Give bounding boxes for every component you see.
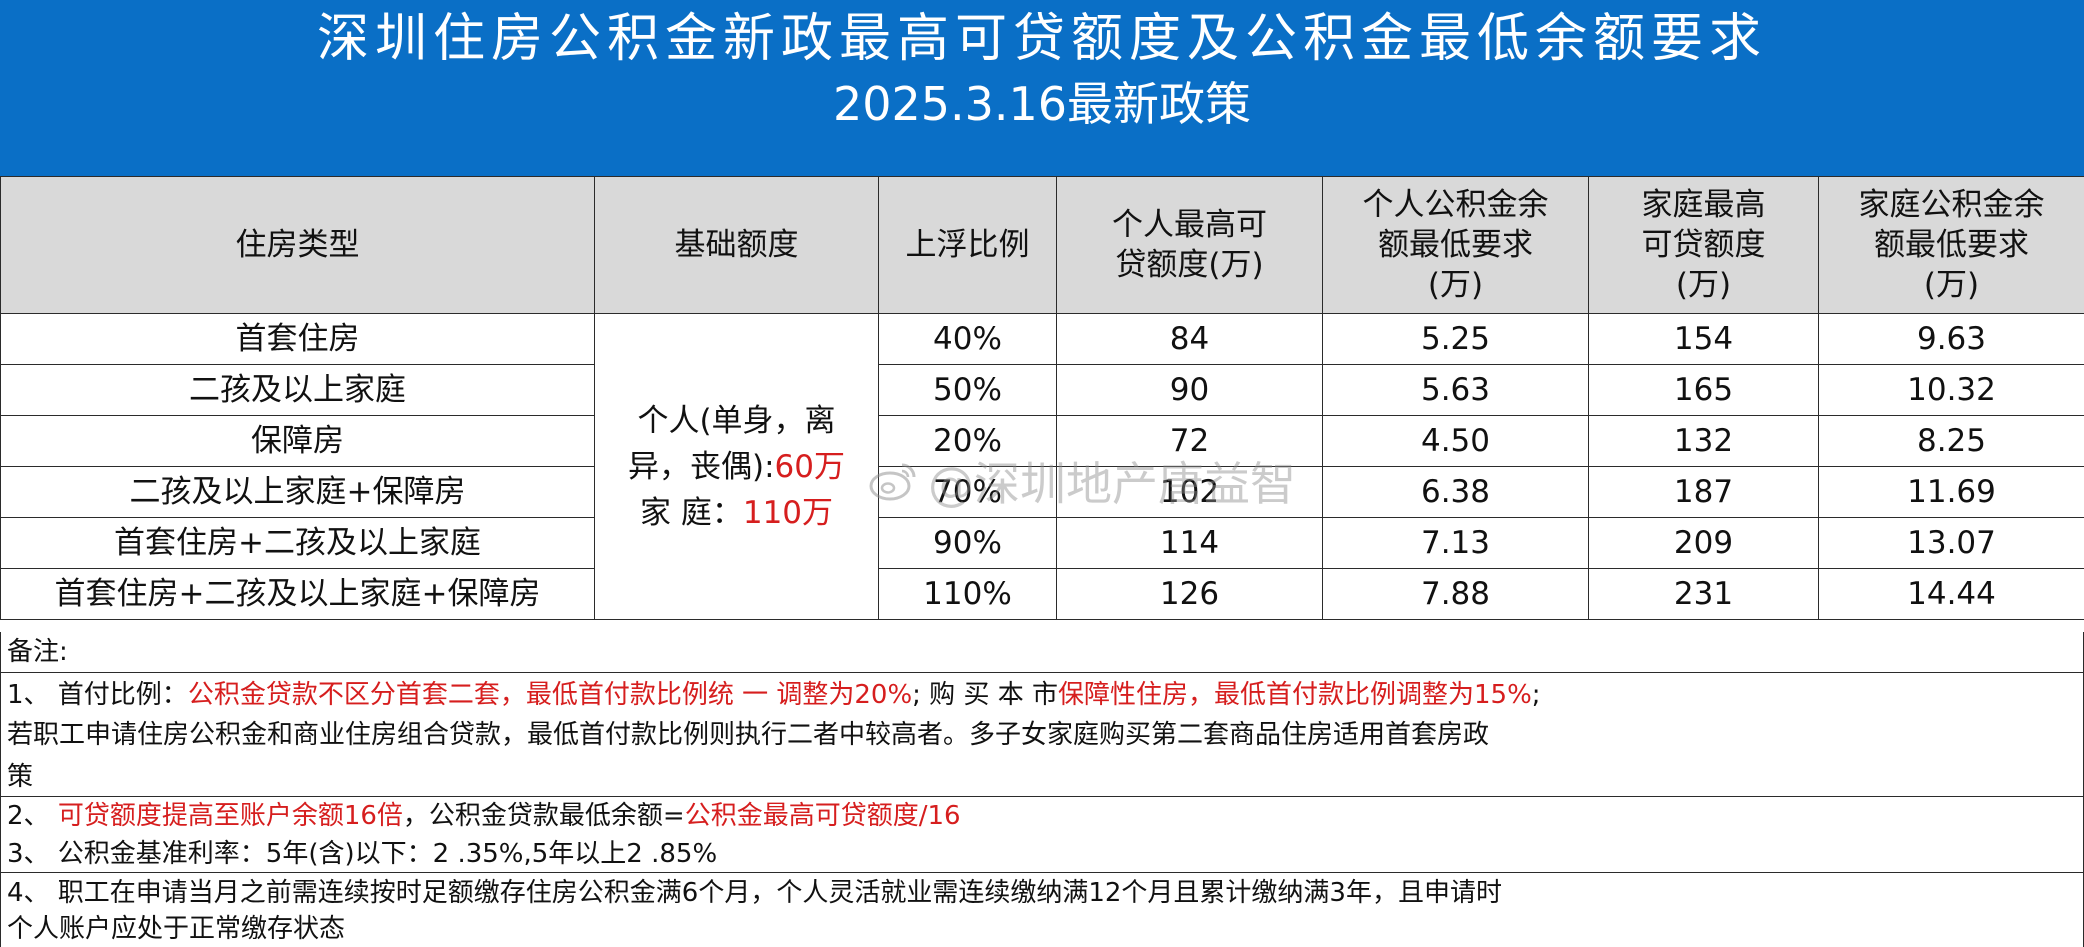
col-header-personal-max: 个人最高可贷额度(万) (1056, 176, 1323, 314)
cell-family-max: 209 (1588, 517, 1819, 569)
notes-divider (1, 872, 2083, 873)
cell-ratio: 40% (878, 313, 1057, 365)
notes-divider (1, 672, 2083, 673)
notes-section: 备注: 1、 首付比例：公积金贷款不区分首套二套，最低首付款比例统 一 调整为2… (0, 632, 2084, 947)
page-title: 深圳住房公积金新政最高可贷额度及公积金最低余额要求 (316, 9, 1767, 69)
col-header-family-max: 家庭最高可贷额度(万) (1588, 176, 1819, 314)
note-1-line-1: 1、 首付比例：公积金贷款不区分首套二套，最低首付款比例统 一 调整为20%; … (7, 680, 1541, 710)
cell-family-max: 165 (1588, 364, 1819, 416)
cell-family-min: 13.07 (1818, 517, 2084, 569)
table-header-row: 住房类型 基础额度 上浮比例 个人最高可贷额度(万) 个人公积金余额最低要求(万… (0, 176, 2084, 314)
cell-family-min: 14.44 (1818, 568, 2084, 620)
cell-ratio: 110% (878, 568, 1057, 620)
cell-housing-type: 首套住房+二孩及以上家庭 (0, 517, 595, 569)
cell-personal-min: 4.50 (1322, 415, 1589, 467)
cell-housing-type: 首套住房+二孩及以上家庭+保障房 (0, 568, 595, 620)
base-individual-value: 60万 (774, 448, 845, 485)
table-row: 首套住房+二孩及以上家庭+保障房 110% 126 7.88 231 14.44 (0, 568, 2084, 620)
base-individual-label: 个人(单身，离异，丧偶): (628, 402, 836, 485)
cell-housing-type: 二孩及以上家庭+保障房 (0, 466, 595, 518)
note-3: 3、 公积金基准利率：5年(含)以下：2 .35%,5年以上2 .85% (7, 839, 718, 869)
table-row: 首套住房 个人(单身，离异，丧偶):60万 家 庭：110万 40% 84 5.… (0, 313, 2084, 620)
note-1-line-3: 策 (7, 762, 34, 792)
cell-ratio: 90% (878, 517, 1057, 569)
table-row: 二孩及以上家庭 50% 90 5.63 165 10.32 (0, 364, 2084, 416)
cell-family-min: 8.25 (1818, 415, 2084, 467)
cell-personal-min: 5.63 (1322, 364, 1589, 416)
col-header-personal-min: 个人公积金余额最低要求(万) (1322, 176, 1589, 314)
cell-personal-min: 7.88 (1322, 568, 1589, 620)
base-family-value: 110万 (742, 494, 834, 531)
col-header-family-min: 家庭公积金余额最低要求(万) (1818, 176, 2084, 314)
cell-housing-type: 首套住房 (0, 313, 595, 365)
cell-family-min: 11.69 (1818, 466, 2084, 518)
cell-personal-min: 7.13 (1322, 517, 1589, 569)
cell-family-max: 154 (1588, 313, 1819, 365)
cell-personal-max: 90 (1056, 364, 1323, 416)
cell-family-min: 9.63 (1818, 313, 2084, 365)
cell-personal-max: 102 (1056, 466, 1323, 518)
cell-housing-type: 二孩及以上家庭 (0, 364, 595, 416)
weibo-icon (869, 463, 916, 501)
note-2: 2、 可贷额度提高至账户余额16倍，公积金贷款最低余额=公积金最高可贷额度/16 (7, 801, 961, 831)
table-row: 二孩及以上家庭+保障房 70% 102 6.38 187 11.69 (0, 466, 2084, 518)
note-1-line-2: 若职工申请住房公积金和商业住房组合贷款，最低首付款比例则执行二者中较高者。多子女… (7, 720, 1490, 750)
table-row: 首套住房+二孩及以上家庭 90% 114 7.13 209 13.07 (0, 517, 2084, 569)
col-header-base-amount: 基础额度 (594, 176, 879, 314)
cell-family-min: 10.32 (1818, 364, 2084, 416)
cell-personal-min: 6.38 (1322, 466, 1589, 518)
loan-table: 住房类型 基础额度 上浮比例 个人最高可贷额度(万) 个人公积金余额最低要求(万… (0, 176, 2084, 620)
table-row: 保障房 20% 72 4.50 132 8.25 (0, 415, 2084, 467)
cell-personal-max: 114 (1056, 517, 1323, 569)
cell-family-max: 187 (1588, 466, 1819, 518)
note-4-line-2: 个人账户应处于正常缴存状态 (7, 914, 346, 944)
cell-ratio: 50% (878, 364, 1057, 416)
cell-family-max: 231 (1588, 568, 1819, 620)
title-banner: 深圳住房公积金新政最高可贷额度及公积金最低余额要求 2025.3.16最新政策 (0, 0, 2084, 176)
base-family-label: 家 庭： (639, 494, 743, 531)
watermark-text: @深圳地产唐益智 (928, 457, 1296, 511)
col-header-housing-type: 住房类型 (0, 176, 595, 314)
notes-label: 备注: (7, 637, 68, 667)
note-4-line-1: 4、 职工在申请当月之前需连续按时足额缴存住房公积金满6个月，个人灵活就业需连续… (7, 878, 1502, 908)
page-subtitle: 2025.3.16最新政策 (832, 77, 1252, 131)
col-header-float-ratio: 上浮比例 (878, 176, 1057, 314)
cell-housing-type: 保障房 (0, 415, 595, 467)
watermark: @深圳地产唐益智 (868, 448, 1296, 514)
cell-personal-min: 5.25 (1322, 313, 1589, 365)
cell-family-max: 132 (1588, 415, 1819, 467)
cell-base-amount: 个人(单身，离异，丧偶):60万 家 庭：110万 (594, 313, 879, 620)
cell-personal-max: 126 (1056, 568, 1323, 620)
notes-divider (1, 796, 2083, 797)
cell-personal-max: 84 (1056, 313, 1323, 365)
